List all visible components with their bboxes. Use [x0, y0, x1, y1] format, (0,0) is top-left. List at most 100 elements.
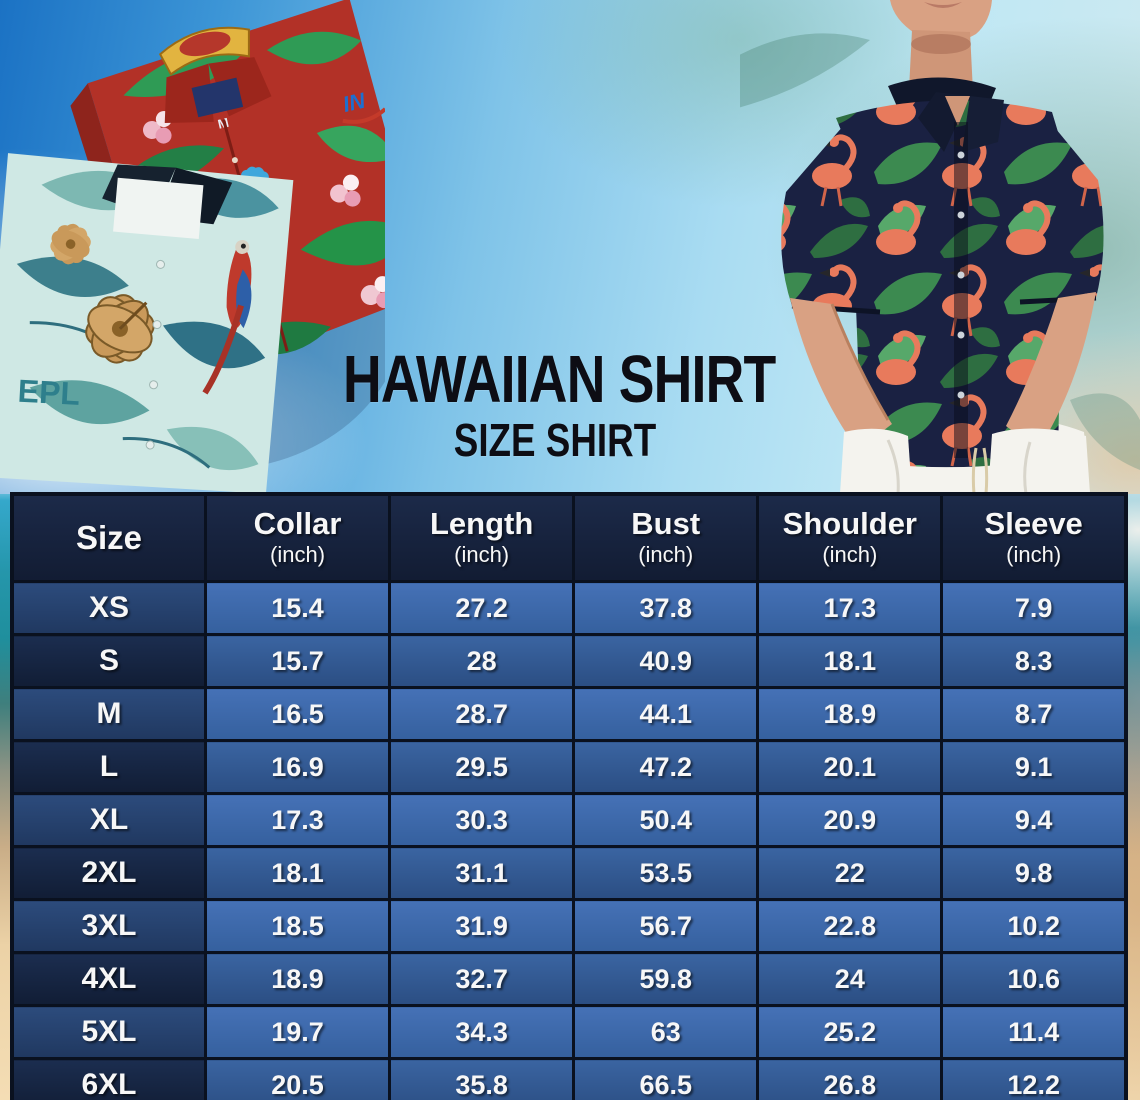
measurement-cell: 28.7 — [388, 686, 576, 742]
measurement-cell: 20.1 — [756, 739, 944, 795]
column-name: Sleeve — [984, 505, 1083, 541]
size-row: S 15.7 28 40.9 18.1 8.3 — [10, 633, 1128, 689]
column-unit: (inch) — [454, 542, 510, 568]
size-cell: XL — [10, 792, 207, 848]
size-row: 6XL 20.5 35.8 66.5 26.8 12.2 — [10, 1057, 1128, 1100]
measurement-cell: 31.9 — [388, 898, 576, 954]
page-title: HAWAIIAN SHIRT — [343, 342, 776, 417]
size-table-head: Size Collar (inch) Length (inch) Bust (inch) S… — [10, 492, 1128, 583]
column-unit: (inch) — [1006, 542, 1062, 568]
measurement-cell: 15.4 — [203, 580, 392, 636]
column-name: Shoulder — [782, 505, 917, 541]
size-row: XS 15.4 27.2 37.8 17.3 7.9 — [10, 580, 1128, 636]
teal-shirt-print-text: EPL — [17, 373, 81, 412]
size-cell: 6XL — [10, 1057, 207, 1100]
measurement-cell: 53.5 — [572, 845, 760, 901]
size-cell: S — [10, 633, 207, 689]
teal-shirt-parrot — [202, 239, 252, 395]
teal-hawaiian-shirt: EPL — [0, 153, 294, 494]
measurement-cell: 12.2 — [940, 1057, 1128, 1100]
measurement-cell: 32.7 — [388, 951, 576, 1007]
size-row: L 16.9 29.5 47.2 20.1 9.1 — [10, 739, 1128, 795]
measurement-cell: 17.3 — [756, 580, 944, 636]
column-header-collar: Collar (inch) — [203, 492, 392, 583]
column-unit: (inch) — [822, 542, 878, 568]
size-cell: M — [10, 686, 207, 742]
size-cell: 5XL — [10, 1004, 207, 1060]
measurement-cell: 37.8 — [572, 580, 760, 636]
teal-shirt-pocket — [113, 177, 204, 240]
measurement-cell: 40.9 — [572, 633, 760, 689]
red-shirt-sleeve-logo: IN — [340, 87, 385, 124]
size-row: 2XL 18.1 31.1 53.5 22 9.8 — [10, 845, 1128, 901]
measurement-cell: 31.1 — [388, 845, 576, 901]
measurement-cell: 27.2 — [388, 580, 576, 636]
measurement-cell: 63 — [572, 1004, 760, 1060]
measurement-cell: 8.3 — [940, 633, 1128, 689]
column-header-size: Size — [10, 492, 207, 583]
model-arms — [790, 292, 1096, 450]
measurement-cell: 17.3 — [203, 792, 392, 848]
measurement-cell: 29.5 — [388, 739, 576, 795]
measurement-cell: 25.2 — [756, 1004, 944, 1060]
measurement-cell: 18.9 — [203, 951, 392, 1007]
page-subtitle: SIZE SHIRT — [453, 414, 657, 466]
measurement-cell: 44.1 — [572, 686, 760, 742]
model-photo — [740, 0, 1140, 494]
size-row: 4XL 18.9 32.7 59.8 24 10.6 — [10, 951, 1128, 1007]
measurement-cell: 16.5 — [203, 686, 392, 742]
measurement-cell: 10.6 — [940, 951, 1128, 1007]
teal-shirt-hibiscus-small — [50, 223, 91, 265]
size-row: M 16.5 28.7 44.1 18.9 8.7 — [10, 686, 1128, 742]
size-cell: 4XL — [10, 951, 207, 1007]
teal-shirt-hibiscus — [85, 294, 155, 364]
measurement-cell: 28 — [388, 633, 576, 689]
measurement-cell: 18.9 — [756, 686, 944, 742]
measurement-cell: 19.7 — [203, 1004, 392, 1060]
measurement-cell: 20.9 — [756, 792, 944, 848]
size-table-head-row: Size Collar (inch) Length (inch) Bust (inch) S… — [10, 492, 1128, 583]
measurement-cell: 24 — [756, 951, 944, 1007]
measurement-cell: 66.5 — [572, 1057, 760, 1100]
measurement-cell: 7.9 — [940, 580, 1128, 636]
size-cell: 3XL — [10, 898, 207, 954]
measurement-cell: 9.8 — [940, 845, 1128, 901]
size-cell: XS — [10, 580, 207, 636]
size-row: XL 17.3 30.3 50.4 20.9 9.4 — [10, 792, 1128, 848]
column-name: Length — [429, 505, 534, 541]
red-shirt-neck-label — [191, 77, 244, 118]
measurement-cell: 30.3 — [388, 792, 576, 848]
measurement-cell: 20.5 — [203, 1057, 392, 1100]
measurement-cell: 35.8 — [388, 1057, 576, 1100]
size-table: Size Collar (inch) Length (inch) Bust (inch) S… — [10, 492, 1128, 1100]
hero-banner: M IN — [0, 0, 1140, 494]
measurement-cell: 34.3 — [388, 1004, 576, 1060]
column-header-length: Length (inch) — [388, 492, 576, 583]
column-unit: (inch) — [270, 542, 326, 568]
measurement-cell: 56.7 — [572, 898, 760, 954]
size-cell: 2XL — [10, 845, 207, 901]
measurement-cell: 10.2 — [940, 898, 1128, 954]
column-name: Bust — [631, 505, 701, 541]
measurement-cell: 59.8 — [572, 951, 760, 1007]
measurement-cell: 8.7 — [940, 686, 1128, 742]
size-table-body: XS 15.4 27.2 37.8 17.3 7.9 S 15.7 28 40.9 18.1 8… — [10, 580, 1128, 1100]
column-unit: (inch) — [638, 542, 694, 568]
measurement-cell: 9.1 — [940, 739, 1128, 795]
model-pants-pockets — [840, 428, 1090, 494]
size-cell: L — [10, 739, 207, 795]
measurement-cell: 15.7 — [203, 633, 392, 689]
model-shirt — [781, 77, 1104, 468]
title-block: HAWAIIAN SHIRT SIZE SHIRT — [290, 346, 820, 463]
measurement-cell: 50.4 — [572, 792, 760, 848]
column-name: Collar — [253, 505, 342, 541]
measurement-cell: 22.8 — [756, 898, 944, 954]
measurement-cell: 18.1 — [756, 633, 944, 689]
measurement-cell: 11.4 — [940, 1004, 1128, 1060]
measurement-cell: 18.5 — [203, 898, 392, 954]
column-header-sleeve: Sleeve (inch) — [940, 492, 1128, 583]
size-row: 5XL 19.7 34.3 63 25.2 11.4 — [10, 1004, 1128, 1060]
background-palm-leaf — [740, 33, 870, 108]
column-header-bust: Bust (inch) — [572, 492, 760, 583]
